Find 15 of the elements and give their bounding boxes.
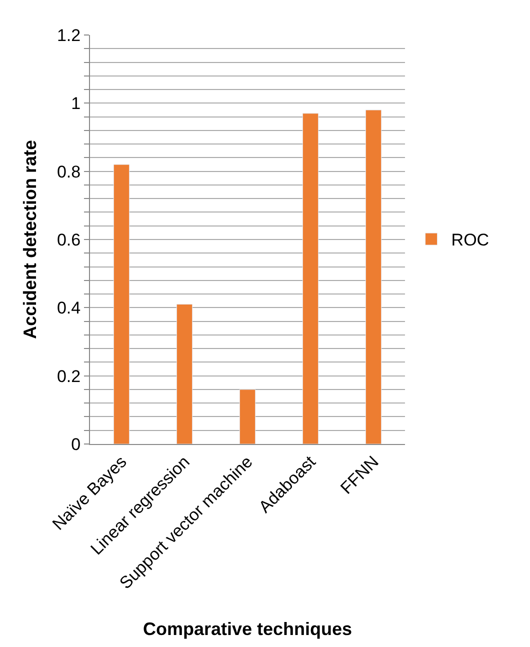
bar	[365, 110, 382, 444]
y-tick-label: 1	[71, 94, 81, 114]
y-tick-label: 1.2	[56, 26, 81, 45]
y-tick-label: 0.8	[56, 162, 81, 182]
x-axis-title: Comparative techniques	[142, 618, 352, 639]
y-tick-label: 0	[71, 434, 81, 454]
y-tick-label: 0.2	[56, 366, 81, 386]
bar	[302, 113, 319, 444]
y-tick-label: 0.4	[56, 298, 81, 318]
y-tick-label: 0.6	[56, 230, 81, 250]
bar	[113, 164, 130, 444]
bar	[239, 389, 256, 444]
y-axis-title: Accident detection rate	[20, 140, 40, 340]
legend-label: ROC	[451, 230, 490, 250]
bar	[176, 304, 193, 444]
